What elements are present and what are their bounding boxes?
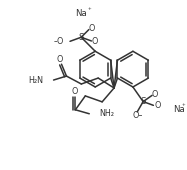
Text: NH₂: NH₂: [99, 109, 114, 118]
Text: O: O: [89, 24, 95, 33]
Text: O: O: [152, 90, 158, 99]
Text: O: O: [91, 37, 98, 46]
Text: O–: O–: [132, 111, 142, 120]
Text: Na: Na: [173, 105, 185, 114]
Text: S: S: [140, 97, 146, 106]
Text: O: O: [71, 87, 78, 96]
Text: ⁺: ⁺: [87, 8, 91, 14]
Text: O: O: [154, 101, 161, 110]
Text: –O: –O: [54, 37, 64, 46]
Text: S: S: [78, 33, 84, 42]
Text: ⁺: ⁺: [182, 104, 186, 110]
Text: H₂N: H₂N: [29, 75, 44, 84]
Text: Na: Na: [76, 9, 87, 18]
Text: O: O: [56, 55, 63, 64]
